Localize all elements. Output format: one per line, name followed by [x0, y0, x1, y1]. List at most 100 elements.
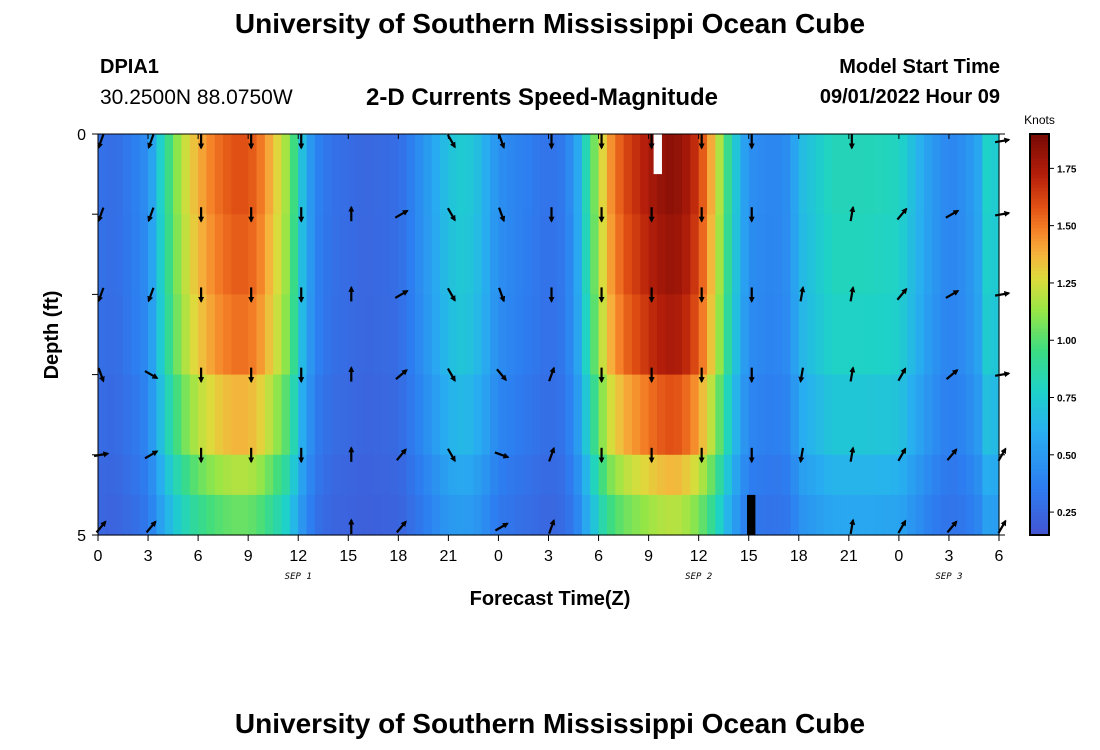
colorbar-segment	[1030, 397, 1049, 402]
heatmap-cell	[248, 134, 258, 215]
current-vectors	[93, 134, 1011, 535]
heatmap-cell	[715, 494, 725, 536]
heatmap-cell	[673, 454, 683, 496]
colorbar-segment	[1030, 341, 1049, 346]
heatmap-cell	[289, 134, 299, 215]
heatmap-cell	[940, 374, 950, 456]
heatmap-cell	[398, 454, 408, 496]
heatmap-cell	[665, 134, 675, 215]
heatmap-cell	[790, 294, 800, 376]
heatmap-cell	[164, 214, 174, 295]
heatmap-cell	[289, 454, 299, 496]
heatmap-cell	[273, 454, 283, 496]
heatmap-cell	[523, 494, 533, 536]
heatmap-cell	[973, 134, 983, 215]
heatmap-cell	[665, 494, 675, 536]
current-arrow	[498, 287, 506, 303]
heatmap-cell	[306, 134, 316, 215]
x-tick-label: 0	[894, 548, 903, 565]
heatmap-cell	[640, 374, 650, 456]
heatmap-cell	[473, 294, 483, 376]
heatmap-cell	[598, 374, 608, 456]
heatmap-cell	[490, 134, 500, 215]
heatmap-cell	[156, 134, 166, 215]
heatmap-cell	[106, 374, 116, 456]
heatmap-cell	[565, 294, 575, 376]
x-tick-label: 9	[644, 548, 653, 565]
colorbar-segment	[1030, 461, 1049, 466]
heatmap-cell	[248, 374, 258, 456]
heatmap-cell	[206, 374, 216, 456]
colorbar-segment	[1030, 284, 1049, 289]
heatmap-cell	[907, 494, 917, 536]
heatmap-cell	[782, 494, 792, 536]
heatmap-cell	[440, 134, 449, 215]
heatmap-cell	[523, 454, 533, 496]
model-start-label: Model Start Time	[839, 56, 1000, 78]
colorbar-segment	[1030, 214, 1049, 219]
heatmap-cell	[840, 494, 850, 536]
heatmap-cell	[982, 494, 992, 536]
colorbar-segment	[1030, 344, 1049, 349]
heatmap-cell	[923, 494, 933, 536]
heatmap-cell	[990, 214, 1000, 295]
heatmap-cell	[882, 374, 892, 456]
heatmap-cell	[389, 294, 399, 376]
colorbar-segment	[1030, 150, 1049, 155]
x-tick-label: 0	[494, 548, 503, 565]
heatmap-cell	[540, 374, 550, 456]
heatmap-cell	[164, 454, 174, 496]
heatmap-cell	[223, 494, 233, 536]
heatmap-cell	[873, 214, 883, 295]
heatmap-cell	[98, 214, 107, 295]
heatmap-cell	[540, 214, 550, 295]
heatmap-cell	[698, 494, 708, 536]
heatmap-cell	[640, 214, 650, 295]
heatmap-cell	[173, 454, 183, 496]
heatmap-cell	[606, 214, 616, 295]
x-tick-label: 21	[439, 548, 457, 565]
heatmap-cell	[807, 134, 817, 215]
heatmap-cell	[531, 454, 541, 496]
colorbar-segment	[1030, 247, 1049, 252]
heatmap-cell	[815, 454, 825, 496]
colorbar-segment	[1030, 478, 1049, 483]
heatmap-cell	[732, 214, 741, 295]
heatmap-cell	[181, 454, 191, 496]
current-arrow	[394, 209, 409, 219]
heatmap-cell	[565, 454, 575, 496]
heatmap-cell	[623, 374, 633, 456]
heatmap-cell	[690, 214, 700, 295]
colorbar-segment	[1030, 471, 1049, 476]
heatmap-cell	[531, 494, 541, 536]
x-tick-label: 15	[339, 548, 357, 565]
heatmap-cell	[214, 374, 224, 456]
heatmap-cell	[823, 294, 833, 376]
heatmap-cell	[598, 454, 608, 496]
heatmap-cell	[748, 454, 758, 496]
colorbar-segment	[1030, 347, 1049, 352]
colorbar-segment	[1030, 184, 1049, 189]
heatmap-cell	[281, 214, 291, 295]
current-arrow	[145, 520, 157, 534]
heatmap-cell	[857, 134, 867, 215]
x-tick-label: 3	[944, 548, 953, 565]
colorbar-label: Knots	[1024, 113, 1055, 127]
heatmap-cell	[515, 214, 525, 295]
current-arrow	[849, 366, 856, 382]
colorbar-segment	[1030, 491, 1049, 496]
heatmap-cell	[173, 374, 183, 456]
heatmap-cell	[798, 494, 808, 536]
heatmap-cell	[123, 454, 132, 496]
colorbar-segment	[1030, 230, 1049, 235]
heatmap-cell	[590, 294, 600, 376]
heatmap-cell	[915, 294, 925, 376]
colorbar-segment	[1030, 438, 1049, 443]
x-tick-label: 0	[94, 548, 103, 565]
heatmap-cell	[139, 454, 149, 496]
heatmap-cell	[965, 454, 975, 496]
heatmap-cell	[173, 134, 183, 215]
heatmap-cell	[381, 494, 391, 536]
heatmap-cell	[656, 494, 666, 536]
colorbar-segment	[1030, 134, 1049, 138]
